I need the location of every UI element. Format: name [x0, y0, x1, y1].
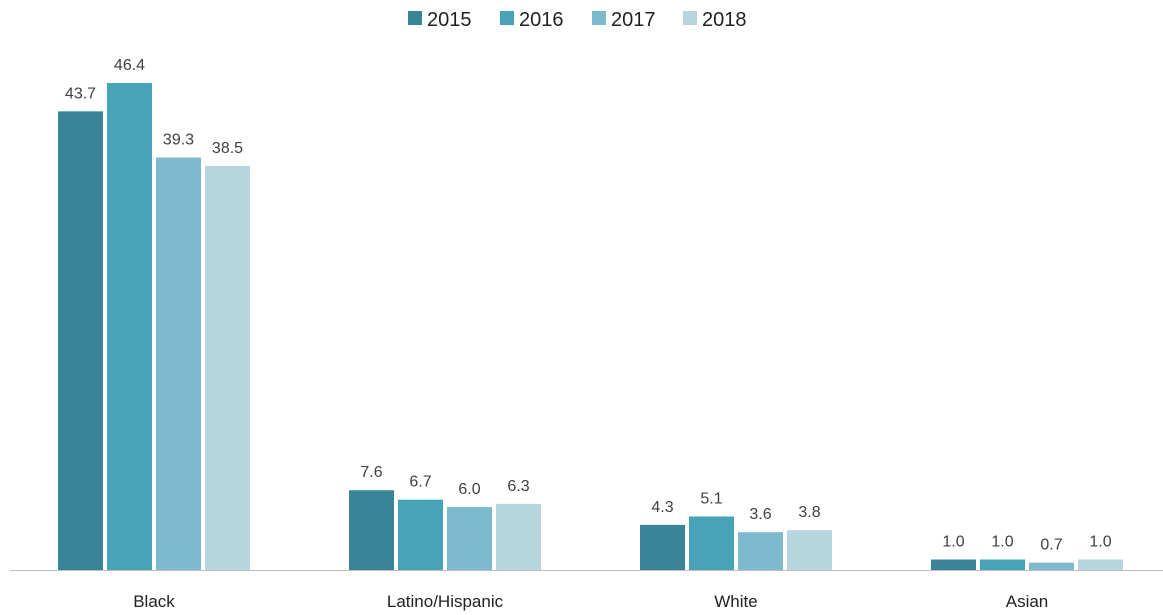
bar-white-2015: [640, 524, 685, 570]
bar-black-2018: [205, 165, 250, 570]
data-label-black-2018: 38.5: [212, 140, 243, 157]
legend-swatch-2018: [683, 11, 697, 25]
legend-swatch-2017: [592, 11, 606, 25]
data-label-asian-2018: 1.0: [1089, 534, 1111, 551]
legend-label-2018: 2018: [702, 9, 747, 31]
category-label-black: Black: [133, 592, 175, 611]
data-label-black-2017: 39.3: [163, 132, 194, 149]
category-label-latino-hispanic: Latino/Hispanic: [387, 592, 504, 611]
bar-white-2016: [689, 516, 734, 570]
data-label-asian-2016: 1.0: [991, 534, 1013, 551]
legend-label-2016: 2016: [519, 9, 564, 31]
bar-white-2018: [787, 530, 832, 570]
bar-asian-2017: [1029, 562, 1074, 570]
data-label-latino-hispanic-2017: 6.0: [458, 481, 480, 498]
bar-asian-2018: [1078, 559, 1123, 570]
data-label-black-2015: 43.7: [65, 85, 96, 102]
legend-swatch-2016: [500, 11, 514, 25]
category-label-white: White: [714, 592, 757, 611]
legend: 2015 2016 2017 2018: [408, 9, 747, 31]
data-label-white-2016: 5.1: [700, 490, 722, 507]
bar-black-2017: [156, 157, 201, 570]
bar-latino-hispanic-2016: [398, 499, 443, 570]
bar-asian-2015: [931, 559, 976, 570]
category-labels: Black Latino/Hispanic White Asian: [133, 592, 1048, 611]
bar-asian-2016: [980, 559, 1025, 570]
bar-latino-hispanic-2017: [447, 507, 492, 570]
data-label-latino-hispanic-2015: 7.6: [360, 464, 382, 481]
category-label-asian: Asian: [1006, 592, 1049, 611]
data-label-white-2015: 4.3: [651, 499, 673, 516]
bar-latino-hispanic-2018: [496, 503, 541, 570]
bars: [58, 83, 1123, 570]
legend-label-2017: 2017: [611, 9, 656, 31]
data-label-white-2018: 3.8: [798, 504, 820, 521]
bar-white-2017: [738, 532, 783, 570]
bar-black-2016: [107, 83, 152, 570]
bar-latino-hispanic-2015: [349, 490, 394, 570]
data-label-black-2016: 46.4: [114, 57, 145, 74]
data-label-latino-hispanic-2018: 6.3: [507, 478, 529, 495]
data-label-asian-2015: 1.0: [942, 534, 964, 551]
bar-black-2015: [58, 111, 103, 570]
data-label-asian-2017: 0.7: [1040, 537, 1062, 554]
data-label-white-2017: 3.6: [749, 506, 771, 523]
data-labels: 43.7 46.4 39.3 38.5 7.6 6.7 6.0 6.3 4.3 5.1 3.6 3.8…: [65, 57, 1112, 554]
legend-swatch-2015: [408, 11, 422, 25]
legend-label-2015: 2015: [427, 9, 472, 31]
data-label-latino-hispanic-2016: 6.7: [409, 474, 431, 491]
